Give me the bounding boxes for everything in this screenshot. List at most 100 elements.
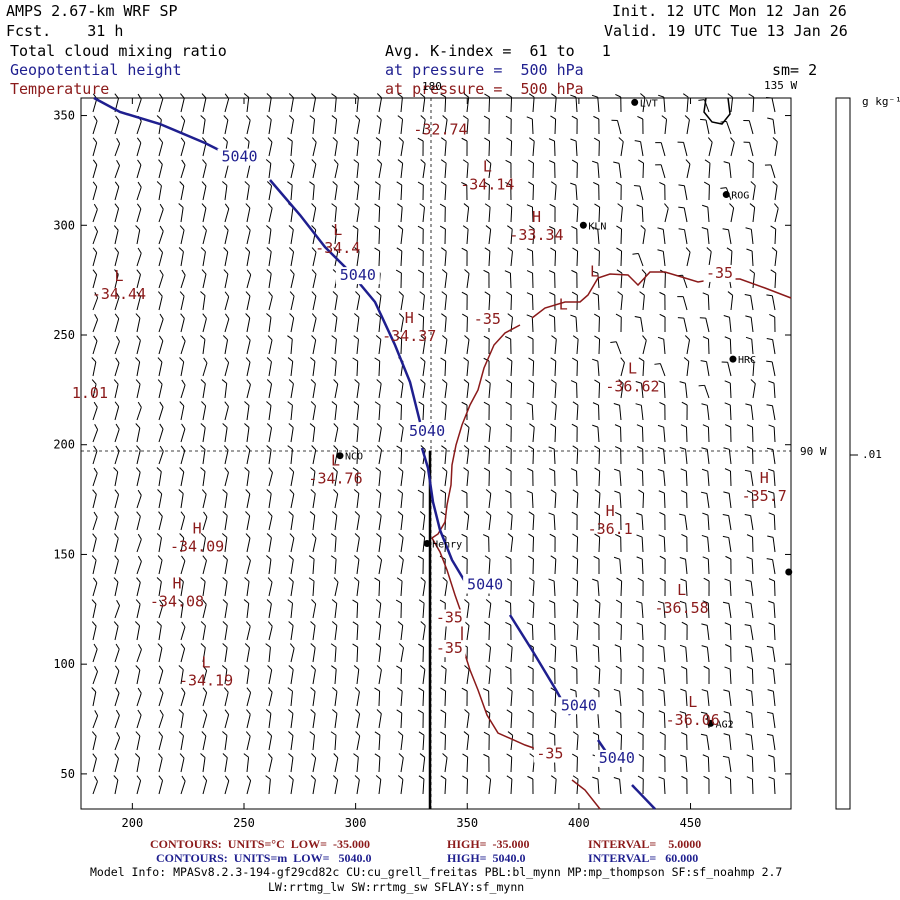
contour-label-bg xyxy=(471,311,504,329)
wind-barb xyxy=(92,648,98,663)
wind-barb xyxy=(619,493,622,509)
wind-barb-flag xyxy=(311,533,317,539)
wind-barb-flag xyxy=(549,291,556,296)
wind-barb-flag xyxy=(681,775,688,780)
temperature-contours xyxy=(431,271,792,810)
wind-barb xyxy=(180,780,186,795)
wind-barb xyxy=(554,185,557,201)
wind-barb xyxy=(685,449,688,465)
wind-barb-flag xyxy=(613,556,620,560)
wind-barb-flag xyxy=(768,776,775,780)
wind-barb-flag xyxy=(245,291,251,297)
wind-barb xyxy=(224,450,229,465)
wind-barb-flag xyxy=(287,181,293,186)
wind-barb xyxy=(356,97,359,113)
wind-barb-flag xyxy=(463,731,469,736)
wind-barb-flag xyxy=(115,115,120,122)
wind-barb-flag xyxy=(724,402,731,406)
wind-barb-flag xyxy=(615,313,622,318)
wind-barb xyxy=(114,274,119,289)
wind-barb xyxy=(268,603,272,619)
wind-barb xyxy=(772,669,776,685)
wind-barb xyxy=(664,119,668,135)
wind-barb-flag xyxy=(245,357,251,363)
wind-barb-flag xyxy=(528,599,535,604)
wind-barb-flag xyxy=(331,665,337,670)
wind-barb xyxy=(158,736,163,751)
wind-barb xyxy=(180,537,185,553)
wind-barb xyxy=(334,141,338,157)
wind-barb-flag xyxy=(287,445,293,450)
wind-barb xyxy=(246,560,251,575)
wind-barb xyxy=(180,471,185,487)
wind-barb xyxy=(312,559,315,575)
wind-barb xyxy=(729,625,732,641)
wind-barb xyxy=(378,757,381,773)
wind-barb xyxy=(531,251,534,267)
wind-barb xyxy=(158,164,163,179)
wind-barb-flag xyxy=(505,621,512,626)
wind-barb-flag xyxy=(137,709,142,716)
wind-barb-flag xyxy=(355,115,360,121)
temp-extremum-mark: L xyxy=(688,693,697,711)
wind-barb-flag xyxy=(620,357,625,363)
wind-barb-flag xyxy=(464,709,470,714)
wind-barb xyxy=(704,385,710,399)
wind-barb-flag xyxy=(311,313,317,319)
wind-barb-flag xyxy=(420,577,426,582)
wind-barb-flag xyxy=(749,203,755,208)
colorbar xyxy=(835,97,851,810)
wind-barb xyxy=(202,471,206,487)
wind-barb-flag xyxy=(745,645,752,648)
wind-barb xyxy=(532,229,535,245)
wind-barb xyxy=(180,669,184,685)
wind-barb-flag xyxy=(352,225,359,230)
wind-barb xyxy=(598,515,601,531)
wind-barb xyxy=(158,252,164,267)
wind-barb-flag xyxy=(94,292,99,298)
wind-barb-flag xyxy=(398,643,404,649)
wind-barb-flag xyxy=(202,665,208,671)
wind-barb-flag xyxy=(180,115,186,121)
wind-barb-flag xyxy=(267,577,273,583)
wind-barb xyxy=(728,757,732,773)
wind-barb-flag xyxy=(772,137,778,142)
wind-barb xyxy=(682,296,688,311)
wind-barb xyxy=(554,97,557,113)
wind-barb-flag xyxy=(637,753,644,758)
wind-barb-flag xyxy=(592,358,599,362)
wind-barb-flag xyxy=(657,227,664,230)
contour-labels: -32.74L-34.14H-33.34L-34.4L-34.44H-34.37… xyxy=(72,121,787,767)
wind-barb xyxy=(444,317,447,333)
wind-barb xyxy=(751,339,754,355)
wind-barb xyxy=(268,163,272,179)
wind-barb-flag xyxy=(114,401,120,407)
wind-barb-flag xyxy=(289,533,295,539)
wind-barb-flag xyxy=(636,468,643,472)
wind-barb-flag xyxy=(246,555,251,561)
wind-barb xyxy=(92,98,98,113)
wind-barb-flag xyxy=(420,357,426,362)
wind-barb-flag xyxy=(374,225,380,230)
wind-barb xyxy=(202,185,207,201)
wind-barb-flag xyxy=(440,511,447,516)
wind-barb xyxy=(488,625,491,641)
wind-barb-flag xyxy=(266,423,272,429)
wind-barb xyxy=(202,516,208,531)
wind-barb-flag xyxy=(746,666,753,670)
wind-barb-flag xyxy=(266,379,272,385)
y-tick-label: 250 xyxy=(53,328,75,342)
x-tick-label: 450 xyxy=(680,816,702,830)
wind-barb-flag xyxy=(266,533,272,539)
wind-barb xyxy=(290,405,293,421)
wind-barb xyxy=(686,119,690,135)
wind-barb-flag xyxy=(683,357,690,362)
wind-barb-flag xyxy=(526,622,533,626)
wind-barb xyxy=(334,317,338,333)
wind-barb xyxy=(751,251,754,267)
contour-label-bg xyxy=(463,576,508,594)
wind-barb xyxy=(400,581,403,597)
wind-barb-flag xyxy=(200,291,206,296)
wind-barb xyxy=(246,515,251,531)
wind-barb-flag xyxy=(267,665,273,671)
